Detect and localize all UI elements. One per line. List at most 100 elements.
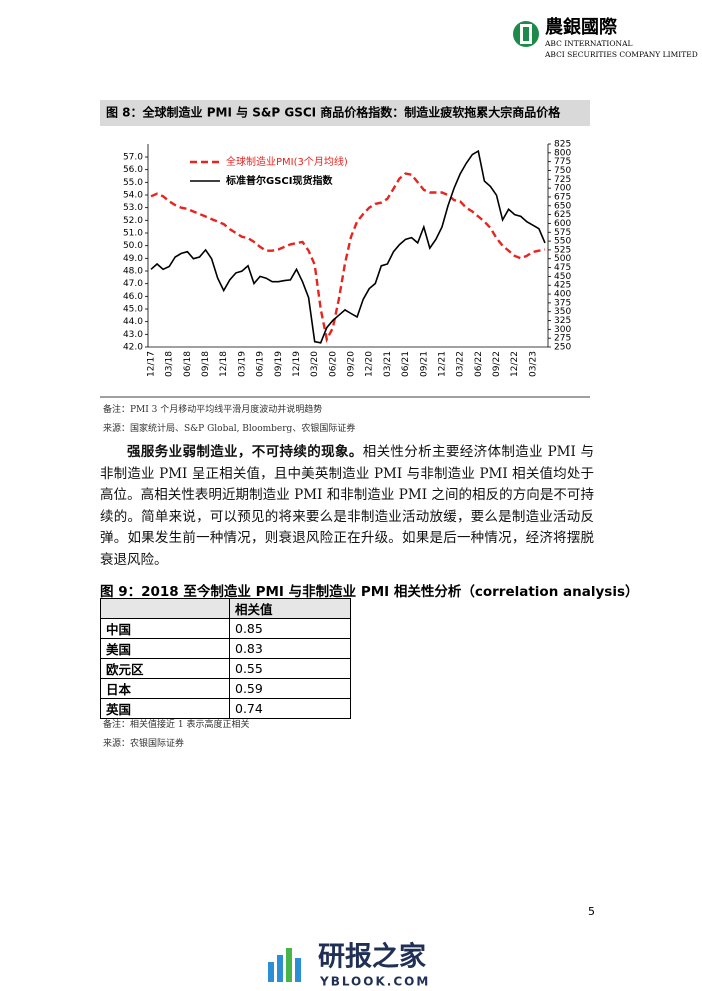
x-tick-label: 06/20 bbox=[328, 351, 338, 377]
note: 来源：国家统计局、S&P Global, Bloomberg、农银国际证券 bbox=[103, 424, 356, 434]
y2-tick-label: 250 bbox=[554, 343, 571, 353]
y2-tick-label: 825 bbox=[554, 140, 571, 150]
x-tick-label: 09/19 bbox=[274, 351, 284, 377]
y2-tick-label: 475 bbox=[554, 263, 571, 273]
y-tick-label: 51.0 bbox=[123, 229, 143, 239]
y2-tick-label: 525 bbox=[554, 245, 571, 255]
y2-tick-label: 725 bbox=[554, 175, 571, 185]
table-row: 英国 0.74 bbox=[100, 698, 351, 719]
y-tick-label: 50.0 bbox=[123, 241, 143, 251]
watermark-name: 研报之家 bbox=[318, 941, 426, 973]
cell: 英国 bbox=[100, 698, 230, 719]
x-tick-label: 12/22 bbox=[510, 351, 520, 377]
table-row: 日本 0.59 bbox=[100, 678, 351, 699]
note: 来源：农银国际证券 bbox=[103, 739, 185, 749]
cell: 美国 bbox=[100, 638, 230, 659]
table-row: 美国 0.83 bbox=[100, 638, 351, 659]
y-tick-label: 55.0 bbox=[123, 178, 143, 188]
y2-tick-label: 550 bbox=[554, 237, 571, 247]
x-tick-label: 12/20 bbox=[365, 351, 375, 377]
x-tick-label: 03/19 bbox=[237, 351, 247, 377]
chart-title: 图 8：全球制造业 PMI 与 S&P GSCI 商品价格指数：制造业疲软拖累大… bbox=[106, 105, 561, 120]
y-tick-label: 49.0 bbox=[123, 254, 143, 264]
logo-line: ABC INTERNATIONAL bbox=[544, 39, 633, 48]
x-tick-label: 09/22 bbox=[492, 351, 502, 377]
table-row: 欧元区 0.55 bbox=[100, 658, 351, 679]
watermark bbox=[268, 948, 301, 982]
watermark-site: YBLOOK.COM bbox=[319, 975, 430, 989]
header-cell: 相关值 bbox=[229, 598, 351, 619]
y2-tick-label: 500 bbox=[554, 254, 571, 264]
y-tick-label: 56.0 bbox=[123, 165, 143, 175]
paragraph-text: 相关性分析主要经济体制造业 PMI 与非制造业 PMI 呈正相关值，且中美英制造… bbox=[100, 444, 594, 568]
x-tick-label: 03/23 bbox=[528, 351, 538, 377]
x-tick-label: 06/22 bbox=[474, 351, 484, 377]
table-title: 图 9：2018 至今制造业 PMI 与非制造业 PMI 相关性分析（corre… bbox=[100, 584, 639, 600]
y-tick-label: 48.0 bbox=[123, 267, 143, 277]
legend-label: 全球制造业PMI(3个月均线) bbox=[226, 155, 348, 168]
x-tick-label: 09/21 bbox=[419, 351, 429, 377]
y2-tick-label: 575 bbox=[554, 228, 571, 238]
cell: 中国 bbox=[100, 618, 230, 639]
y-tick-label: 53.0 bbox=[123, 203, 143, 213]
x-tick-label: 12/19 bbox=[292, 351, 302, 377]
cell: 0.55 bbox=[229, 658, 351, 679]
page-number: 5 bbox=[588, 905, 595, 918]
x-tick-label: 09/18 bbox=[201, 351, 211, 377]
y-tick-label: 43.0 bbox=[123, 330, 143, 340]
x-tick-label: 09/20 bbox=[347, 351, 357, 377]
y-tick-label: 46.0 bbox=[123, 292, 143, 302]
y-tick-label: 52.0 bbox=[123, 216, 143, 226]
cell: 日本 bbox=[100, 678, 230, 699]
y2-tick-label: 750 bbox=[554, 166, 571, 176]
y2-tick-label: 675 bbox=[554, 192, 571, 202]
x-tick-label: 03/20 bbox=[310, 351, 320, 377]
series-line bbox=[150, 149, 546, 344]
logo-text: 農銀國際 bbox=[545, 16, 618, 38]
x-tick-label: 06/19 bbox=[256, 351, 266, 377]
x-tick-label: 06/18 bbox=[183, 351, 193, 377]
cell: 0.83 bbox=[229, 638, 351, 659]
paragraph: 强服务业弱制造业，不可持续的现象。相关性分析主要经济体制造业 PMI 与非制造业… bbox=[100, 442, 594, 571]
y-tick-label: 54.0 bbox=[123, 191, 143, 201]
cell bbox=[100, 598, 230, 619]
y2-tick-label: 275 bbox=[554, 334, 571, 344]
y2-tick-label: 625 bbox=[554, 210, 571, 220]
cell: 欧元区 bbox=[100, 658, 230, 679]
y2-tick-label: 425 bbox=[554, 281, 571, 291]
y2-tick-label: 650 bbox=[554, 201, 571, 211]
table-row: 中国 0.85 bbox=[100, 618, 351, 639]
x-tick-label: 12/21 bbox=[437, 351, 447, 377]
y-tick-label: 57.0 bbox=[123, 153, 143, 163]
x-tick-label: 03/18 bbox=[165, 351, 175, 377]
y2-tick-label: 375 bbox=[554, 298, 571, 308]
logo-line: ABCI SECURITIES COMPANY LIMITED bbox=[544, 50, 698, 59]
y2-tick-label: 800 bbox=[554, 148, 571, 158]
series-line bbox=[150, 172, 546, 343]
y-tick-label: 47.0 bbox=[123, 279, 143, 289]
y2-tick-label: 450 bbox=[554, 272, 571, 282]
x-tick-label: 12/18 bbox=[219, 351, 229, 377]
y2-tick-label: 775 bbox=[554, 157, 571, 167]
y2-tick-label: 600 bbox=[554, 219, 571, 229]
x-tick-label: 03/21 bbox=[383, 351, 393, 377]
y2-tick-label: 325 bbox=[554, 316, 571, 326]
legend-label: 标准普尔GSCI现货指数 bbox=[225, 174, 333, 187]
logo-icon bbox=[513, 21, 539, 47]
x-tick-label: 03/22 bbox=[456, 351, 466, 377]
table: 相关值 中国 0.85 美国 0.83 欧元区 0.55 日本 0.59 英国 0.74 bbox=[100, 598, 351, 719]
y2-tick-label: 300 bbox=[554, 325, 571, 335]
cell: 0.85 bbox=[229, 618, 351, 639]
y2-tick-label: 400 bbox=[554, 290, 571, 300]
note: 备注：PMI 3 个月移动平均线平滑月度波动并说明趋势 bbox=[103, 405, 323, 415]
x-tick-label: 06/21 bbox=[401, 351, 411, 377]
x-tick-label: 12/17 bbox=[147, 351, 157, 377]
y-tick-label: 44.0 bbox=[123, 317, 143, 327]
cell: 0.74 bbox=[229, 698, 351, 719]
paragraph-lead: 强服务业弱制造业，不可持续的现象。 bbox=[127, 444, 363, 460]
y2-tick-label: 350 bbox=[554, 307, 571, 317]
y2-tick-label: 700 bbox=[554, 184, 571, 194]
note: 备注：相关值接近 1 表示高度正相关 bbox=[103, 720, 250, 730]
